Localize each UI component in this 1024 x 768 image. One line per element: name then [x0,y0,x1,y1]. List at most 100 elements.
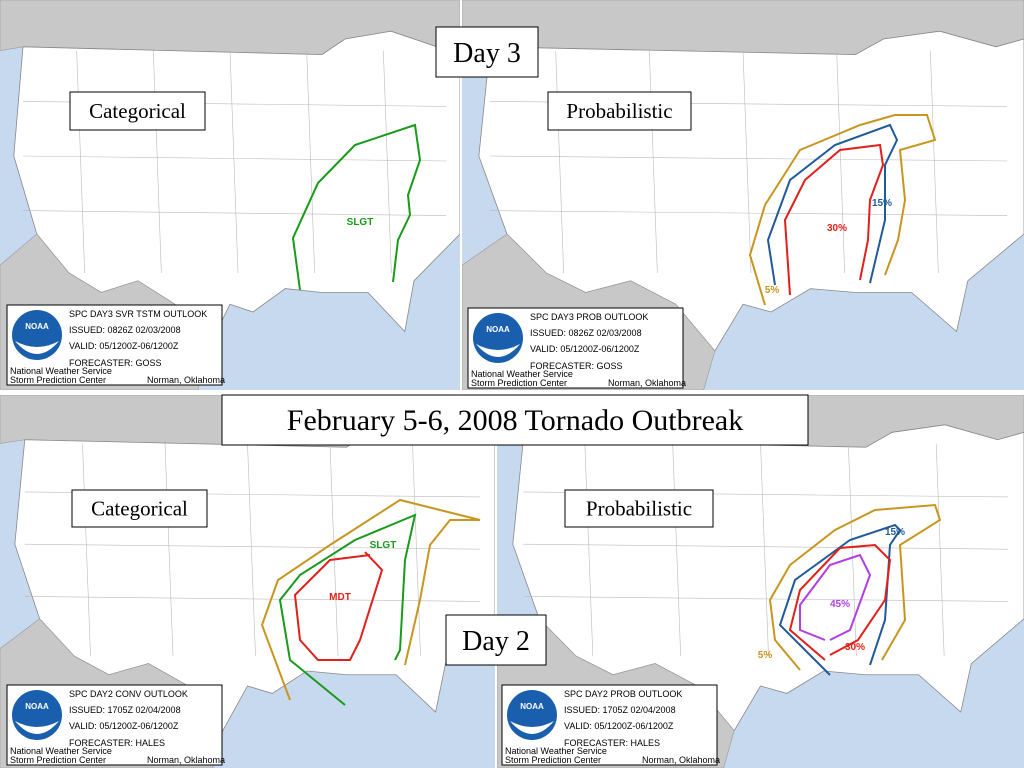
state-line [24,596,481,602]
info-center: Storm Prediction Center [10,375,106,385]
state-line [760,443,769,657]
state-line [247,443,256,657]
state-line [555,50,564,274]
info-line: VALID: 05/1200Z-06/1200Z [69,341,179,351]
state-line [229,50,239,274]
slide-title: February 5-6, 2008 Tornado Outbreak [287,404,743,437]
info-line: ISSUED: 0826Z 02/03/2008 [69,325,181,335]
state-line [742,50,752,274]
risk-label: SLGT [347,217,374,228]
panel-label-box [69,91,206,131]
state-line [490,155,1008,162]
state-line [649,50,658,274]
outlook-contour [260,498,481,701]
state-line [24,543,481,550]
risk-label: 45% [830,599,850,610]
risk-label: MDT [329,592,351,603]
state-line [523,596,1009,602]
risk-label: 5% [758,650,773,661]
info-line: SPC DAY2 PROB OUTLOOK [564,689,682,699]
outlook-contour [799,553,872,641]
info-line: ISSUED: 1705Z 02/04/2008 [69,705,181,715]
panel-label: Categorical [89,99,186,123]
state-line [22,210,447,216]
info-line: SPC DAY2 CONV OUTLOOK [69,689,188,699]
info-location: Norman, Oklahoma [608,378,686,388]
state-line [76,50,85,274]
info-line: VALID: 05/1200Z-06/1200Z [564,721,674,731]
panel-label-box [71,489,208,528]
noaa-logo-bird [476,344,520,357]
outlook-contour [788,543,892,661]
info-line: ISSUED: 0826Z 02/03/2008 [530,328,642,338]
noaa-logo-bird [15,341,59,354]
map-panel: SLGT Categorical NOAA SPC DAY3 SVR TSTM OUT… [0,0,460,390]
state-line [848,443,857,657]
outlook-contour [768,503,942,671]
state-line [329,443,339,657]
state-line [383,50,392,274]
info-office: National Weather Service [505,746,607,756]
outlook-contour [778,523,902,676]
info-location: Norman, Oklahoma [147,755,225,765]
state-line [164,443,174,657]
info-center: Storm Prediction Center [10,755,106,765]
info-location: Norman, Oklahoma [642,755,720,765]
day-box [435,26,539,78]
panel-label: Probabilistic [566,99,672,123]
info-line: FORECASTER: GOSS [530,361,623,371]
risk-label: 30% [827,223,847,234]
day-label: Day 3 [453,38,521,69]
day-box [445,614,547,666]
state-line [836,50,845,274]
noaa-logo-text: NOAA [25,702,49,711]
noaa-logo-bird [15,721,59,734]
panel-label: Probabilistic [586,497,692,521]
state-line [935,443,945,657]
state-line [153,50,162,274]
title-box [221,394,809,446]
state-line [490,210,1008,216]
state-line [930,50,939,274]
info-line: ISSUED: 1705Z 02/04/2008 [564,705,676,715]
state-line [672,443,681,657]
state-line [523,543,1009,550]
risk-label: SLGT [370,540,397,551]
info-office: National Weather Service [10,366,112,376]
outlook-contour [748,114,937,306]
outlook-contour [783,143,885,296]
panel-label: Categorical [91,497,188,521]
map-panel: SLGT MDT Categorical NOAA SPC DAY2 CONV OUTL… [0,395,495,768]
state-line [306,50,315,274]
info-center: Storm Prediction Center [505,755,601,765]
state-line [22,155,447,162]
info-line: VALID: 05/1200Z-06/1200Z [530,344,640,354]
info-line: FORECASTER: HALES [69,738,165,748]
info-center: Storm Prediction Center [471,378,567,388]
noaa-logo-text: NOAA [520,702,544,711]
panel-label-box [547,91,692,131]
risk-label: 30% [845,642,865,653]
outlook-contour [278,513,417,706]
info-location: Norman, Oklahoma [147,375,225,385]
info-office: National Weather Service [10,746,112,756]
risk-label: 15% [885,527,905,538]
outlook-contour [293,551,384,661]
info-line: FORECASTER: GOSS [69,358,162,368]
day-label: Day 2 [462,626,530,657]
risk-label: 15% [872,198,892,209]
info-office: National Weather Service [471,369,573,379]
state-line [412,443,421,657]
info-line: VALID: 05/1200Z-06/1200Z [69,721,179,731]
outlook-contour [766,123,899,286]
outlook-contour [291,123,422,291]
state-line [584,443,594,657]
risk-label: 5% [765,285,780,296]
panel-label-box [564,489,714,528]
noaa-logo-text: NOAA [486,325,510,334]
noaa-logo-bird [510,721,554,734]
map-panel: 5% 15% 30% Probabilistic NOAA SPC DAY3 PROB O… [462,0,1024,390]
state-line [82,443,91,657]
